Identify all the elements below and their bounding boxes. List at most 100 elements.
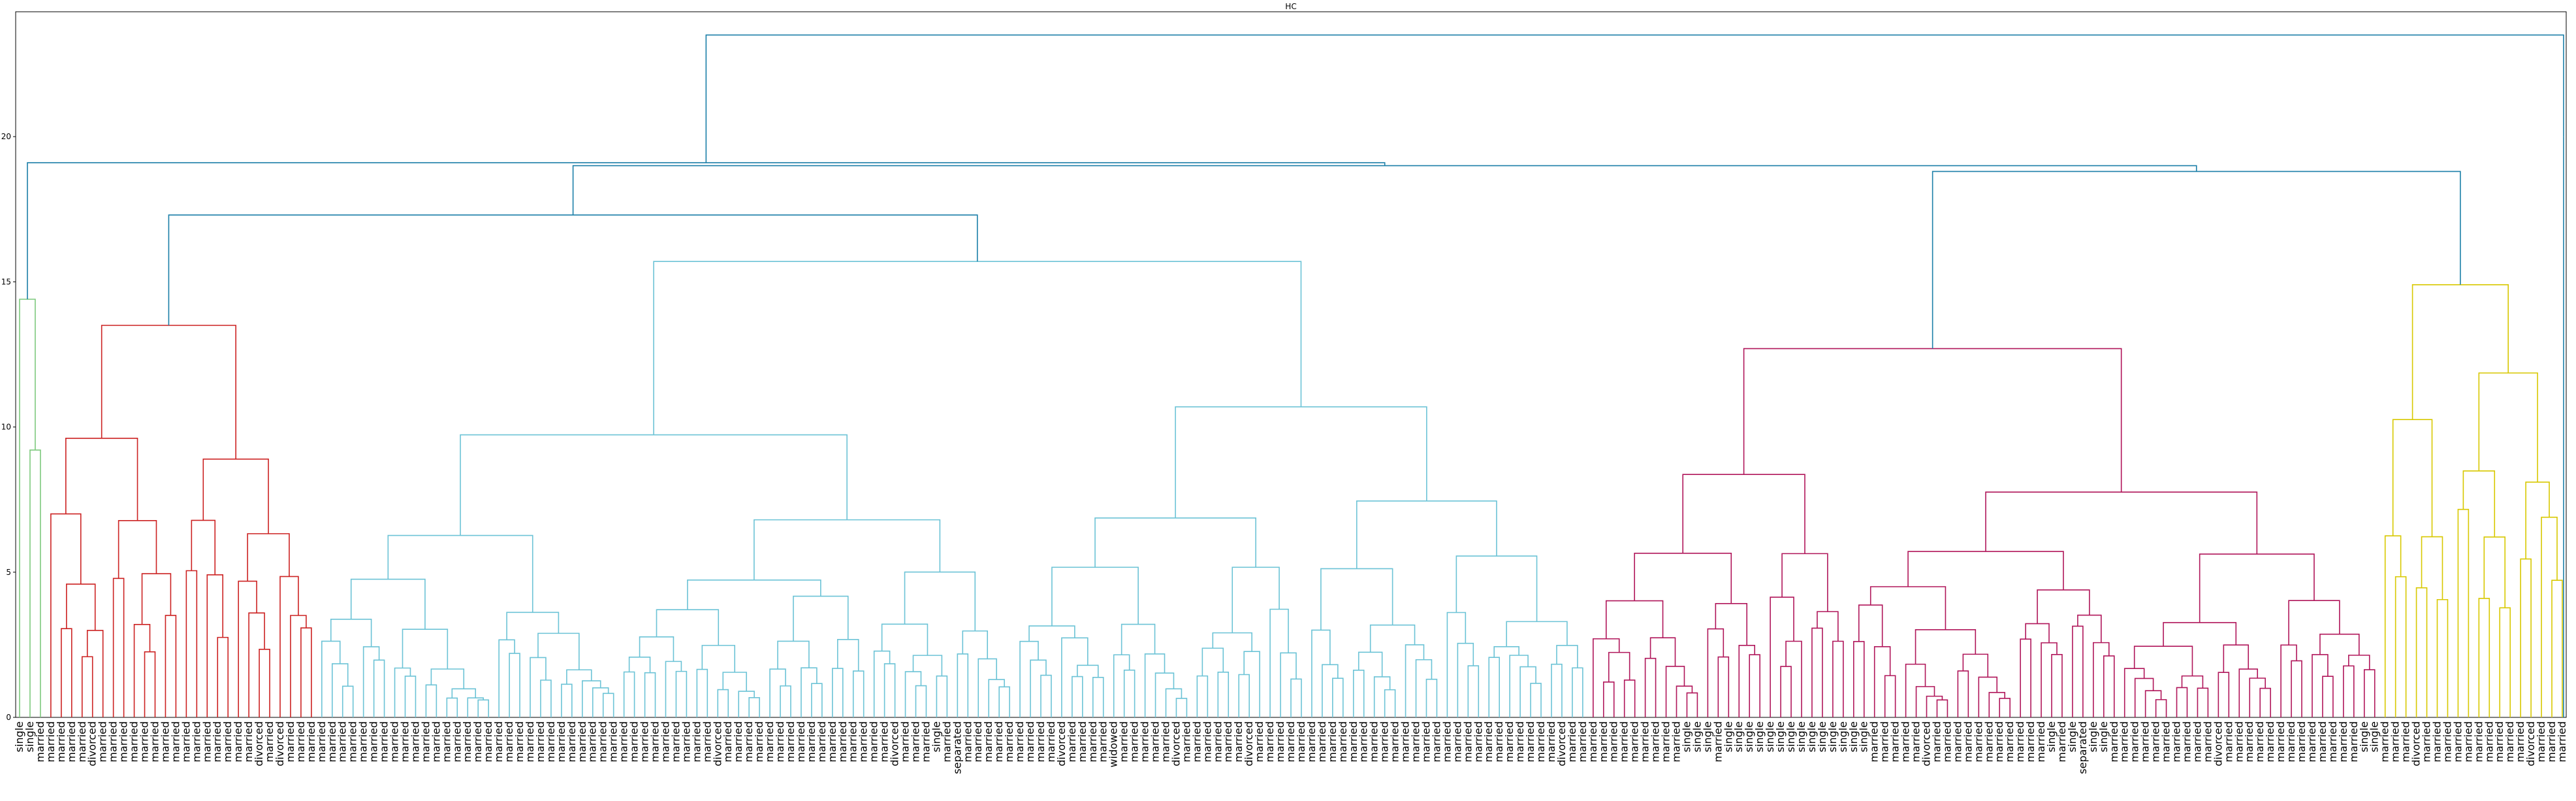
leaf-label: married bbox=[1358, 721, 1370, 762]
leaf-label: married bbox=[1066, 721, 1078, 762]
dendrogram-link bbox=[572, 165, 2197, 216]
leaf-label: married bbox=[398, 721, 411, 762]
leaf-label: married bbox=[1514, 721, 1526, 762]
leaf-label: married bbox=[1180, 721, 1192, 762]
dendrogram-link bbox=[451, 688, 477, 698]
leaf-label: single bbox=[1764, 721, 1776, 752]
dendrogram-link bbox=[2072, 625, 2084, 717]
dendrogram-link bbox=[1506, 621, 1568, 647]
leaf-label: married bbox=[1368, 721, 1380, 762]
dendrogram-link bbox=[185, 570, 198, 717]
dendrogram-link bbox=[748, 697, 760, 717]
dendrogram-link bbox=[1832, 640, 1844, 717]
leaf-label: divorced bbox=[1243, 721, 1255, 766]
dendrogram-link bbox=[248, 612, 265, 717]
dendrogram-link bbox=[2144, 690, 2162, 717]
dendrogram-link bbox=[509, 653, 520, 717]
leaf-label: married bbox=[753, 721, 765, 762]
leaf-label: married bbox=[1045, 721, 1057, 762]
dendrogram-link bbox=[1926, 695, 1943, 717]
dendrogram-link bbox=[1932, 171, 2461, 349]
dendrogram-link bbox=[1369, 624, 1416, 653]
leaf-label: single bbox=[2045, 721, 2058, 752]
leaf-label: married bbox=[2003, 721, 2016, 762]
leaf-label: married bbox=[2191, 721, 2203, 762]
dendrogram-link bbox=[978, 658, 997, 717]
leaf-label: single bbox=[2358, 721, 2370, 752]
leaf-label: married bbox=[1440, 721, 1453, 762]
dendrogram-link bbox=[86, 630, 104, 717]
leaf-label: married bbox=[1222, 721, 1234, 762]
leaf-label: married bbox=[44, 721, 57, 762]
dendrogram-link bbox=[1175, 698, 1188, 717]
dendrogram-link bbox=[1269, 608, 1289, 717]
leaf-label: married bbox=[1430, 721, 1442, 762]
leaf-label: married bbox=[1482, 721, 1495, 762]
dendrogram-link bbox=[2348, 655, 2370, 670]
leaf-label: married bbox=[55, 721, 67, 762]
leaf-label: single bbox=[2368, 721, 2381, 752]
leaf-label: married bbox=[1649, 721, 1662, 762]
dendrogram-link bbox=[754, 519, 941, 580]
dendrogram-link bbox=[1634, 552, 1732, 604]
dendrogram-link bbox=[687, 580, 821, 610]
dendrogram-link bbox=[540, 679, 552, 717]
dendrogram-link bbox=[1686, 692, 1698, 717]
dendrogram-link bbox=[2415, 587, 2428, 717]
leaf-label: single bbox=[2097, 721, 2110, 752]
dendrogram-link bbox=[2025, 623, 2050, 643]
dendrogram-link bbox=[1175, 406, 1427, 518]
leaf-label: married bbox=[1190, 721, 1203, 762]
leaf-label: married bbox=[1461, 721, 1474, 762]
dendrogram-link bbox=[1519, 666, 1536, 717]
leaf-label: married bbox=[1024, 721, 1036, 762]
leaf-label: married bbox=[2180, 721, 2193, 762]
plot-frame bbox=[15, 11, 2567, 718]
leaf-label: married bbox=[2421, 721, 2433, 762]
dendrogram-link bbox=[1957, 670, 1969, 717]
leaf-label: married bbox=[919, 721, 932, 762]
leaf-label: married bbox=[97, 721, 109, 762]
y-tick-label: 10 bbox=[1, 423, 11, 432]
leaf-label: married bbox=[1337, 721, 1349, 762]
dendrogram-link bbox=[696, 668, 708, 717]
leaf-label: married bbox=[2274, 721, 2287, 762]
leaf-label: married bbox=[1149, 721, 1162, 762]
dendrogram-link bbox=[65, 438, 138, 521]
dendrogram-link bbox=[2312, 654, 2329, 717]
dendrogram-link bbox=[1988, 692, 2005, 717]
dendrogram-link bbox=[2163, 622, 2237, 647]
dendrogram-link bbox=[112, 578, 125, 717]
leaf-label: married bbox=[816, 721, 828, 762]
dendrogram-link bbox=[852, 670, 865, 717]
dendrogram-link bbox=[1061, 637, 1089, 717]
leaf-label: married bbox=[742, 721, 755, 762]
dendrogram-link bbox=[1905, 663, 1926, 717]
leaf-label: married bbox=[1503, 721, 1516, 762]
leaf-label: married bbox=[2514, 721, 2526, 762]
leaf-label: single bbox=[1785, 721, 1797, 752]
dendrogram-link bbox=[1280, 652, 1297, 717]
leaf-label: divorced bbox=[1055, 721, 1068, 766]
leaf-label: married bbox=[513, 721, 526, 762]
dendrogram-link bbox=[362, 646, 380, 717]
leaf-label: married bbox=[993, 721, 1005, 762]
dendrogram-link bbox=[2133, 646, 2193, 676]
dendrogram-link bbox=[2520, 558, 2532, 717]
dendrogram-link bbox=[1165, 688, 1183, 717]
leaf-label: married bbox=[618, 721, 630, 762]
dendrogram-link bbox=[1915, 686, 1935, 717]
leaf-label: married bbox=[34, 721, 46, 762]
leaf-label: married bbox=[107, 721, 119, 762]
leaf-label: married bbox=[826, 721, 838, 762]
leaf-label: married bbox=[2556, 721, 2568, 762]
leaf-label: married bbox=[242, 721, 255, 762]
leaf-label: married bbox=[482, 721, 494, 762]
dendrogram-link bbox=[1457, 642, 1474, 717]
leaf-label: single bbox=[2087, 721, 2099, 752]
dendrogram-link bbox=[656, 609, 720, 646]
leaf-label: married bbox=[784, 721, 797, 762]
dendrogram-link bbox=[1415, 659, 1433, 717]
leaf-label: married bbox=[169, 721, 182, 762]
dendrogram-link bbox=[2499, 607, 2511, 717]
